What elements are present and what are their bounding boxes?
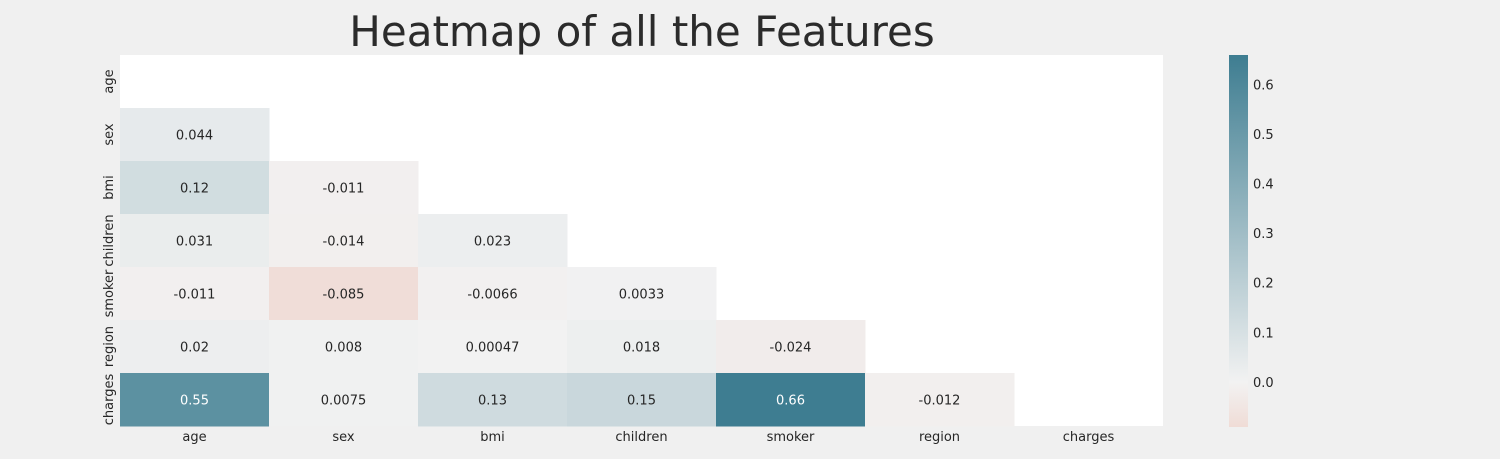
cell-label-smoker-children: 0.0033 bbox=[619, 288, 665, 303]
cell-label-charges-smoker: 0.66 bbox=[776, 394, 805, 409]
x-tick-label-smoker: smoker bbox=[767, 430, 815, 445]
heatmap-cell-region-bmi bbox=[418, 320, 568, 374]
y-tick-label-sex: sex bbox=[102, 123, 117, 146]
heatmap-cell-smoker-sex bbox=[269, 267, 419, 321]
x-tick-label-charges: charges bbox=[1063, 430, 1115, 445]
x-tick-label-bmi: bmi bbox=[480, 430, 505, 445]
colorbar-tick-label: 0.6 bbox=[1253, 78, 1274, 93]
cell-label-region-age: 0.02 bbox=[180, 341, 209, 356]
y-tick-label-bmi: bmi bbox=[102, 175, 117, 200]
x-tick-label-children: children bbox=[615, 430, 667, 445]
y-tick-label-smoker: smoker bbox=[102, 269, 117, 317]
cell-label-smoker-bmi: -0.0066 bbox=[467, 288, 517, 303]
cell-label-region-sex: 0.008 bbox=[325, 341, 362, 356]
heatmap-cell-region-smoker bbox=[716, 320, 866, 374]
cell-label-region-smoker: -0.024 bbox=[770, 341, 812, 356]
cell-label-charges-age: 0.55 bbox=[180, 394, 209, 409]
cell-label-children-age: 0.031 bbox=[176, 235, 213, 250]
heatmap-cell-bmi-sex bbox=[269, 161, 419, 215]
heatmap-cell-bmi-age bbox=[120, 161, 270, 215]
cell-label-charges-bmi: 0.13 bbox=[478, 394, 507, 409]
cell-label-charges-sex: 0.0075 bbox=[321, 394, 367, 409]
chart-title: Heatmap of all the Features bbox=[349, 7, 934, 56]
cell-label-smoker-sex: -0.085 bbox=[323, 288, 365, 303]
x-tick-label-region: region bbox=[919, 430, 960, 445]
colorbar-tick-label: 0.1 bbox=[1253, 326, 1274, 341]
heatmap-cell-region-children bbox=[567, 320, 717, 374]
colorbar-tick-label: 0.2 bbox=[1253, 277, 1274, 292]
heatmap-cell-smoker-bmi bbox=[418, 267, 568, 321]
y-tick-label-age: age bbox=[102, 69, 117, 93]
heatmap-cell-smoker-age bbox=[120, 267, 270, 321]
y-tick-label-region: region bbox=[102, 326, 117, 367]
y-tick-label-charges: charges bbox=[102, 374, 117, 426]
heatmap-cell-charges-sex bbox=[269, 373, 419, 427]
colorbar-tick-label: 0.0 bbox=[1253, 376, 1274, 391]
colorbar-tick-label: 0.5 bbox=[1253, 128, 1274, 143]
cell-label-region-children: 0.018 bbox=[623, 341, 660, 356]
heatmap-cell-children-age bbox=[120, 214, 270, 268]
y-tick-label-children: children bbox=[102, 214, 117, 266]
cell-label-bmi-age: 0.12 bbox=[180, 182, 209, 197]
heatmap-cell-children-bmi bbox=[418, 214, 568, 268]
colorbar-tick-label: 0.4 bbox=[1253, 177, 1274, 192]
cell-label-children-sex: -0.014 bbox=[323, 235, 365, 250]
cell-label-children-bmi: 0.023 bbox=[474, 235, 511, 250]
x-tick-label-sex: sex bbox=[332, 430, 355, 445]
heatmap-cell-charges-smoker bbox=[716, 373, 866, 427]
cell-label-bmi-sex: -0.011 bbox=[323, 182, 365, 197]
heatmap-cell-smoker-children bbox=[567, 267, 717, 321]
heatmap-cell-region-age bbox=[120, 320, 270, 374]
heatmap-cell-charges-children bbox=[567, 373, 717, 427]
colorbar-tick-label: 0.3 bbox=[1253, 227, 1274, 242]
heatmap-cell-children-sex bbox=[269, 214, 419, 268]
heatmap-cell-charges-region bbox=[865, 373, 1015, 427]
heatmap-cell-sex-age bbox=[120, 108, 270, 162]
cell-label-sex-age: 0.044 bbox=[176, 129, 213, 144]
heatmap-cell-region-sex bbox=[269, 320, 419, 374]
heatmap-cell-charges-bmi bbox=[418, 373, 568, 427]
cell-label-region-bmi: 0.00047 bbox=[466, 341, 520, 356]
cell-label-charges-children: 0.15 bbox=[627, 394, 656, 409]
cell-label-smoker-age: -0.011 bbox=[174, 288, 216, 303]
colorbar bbox=[1229, 55, 1248, 427]
heatmap-cell-charges-age bbox=[120, 373, 270, 427]
x-tick-label-age: age bbox=[182, 430, 206, 445]
cell-label-charges-region: -0.012 bbox=[919, 394, 961, 409]
